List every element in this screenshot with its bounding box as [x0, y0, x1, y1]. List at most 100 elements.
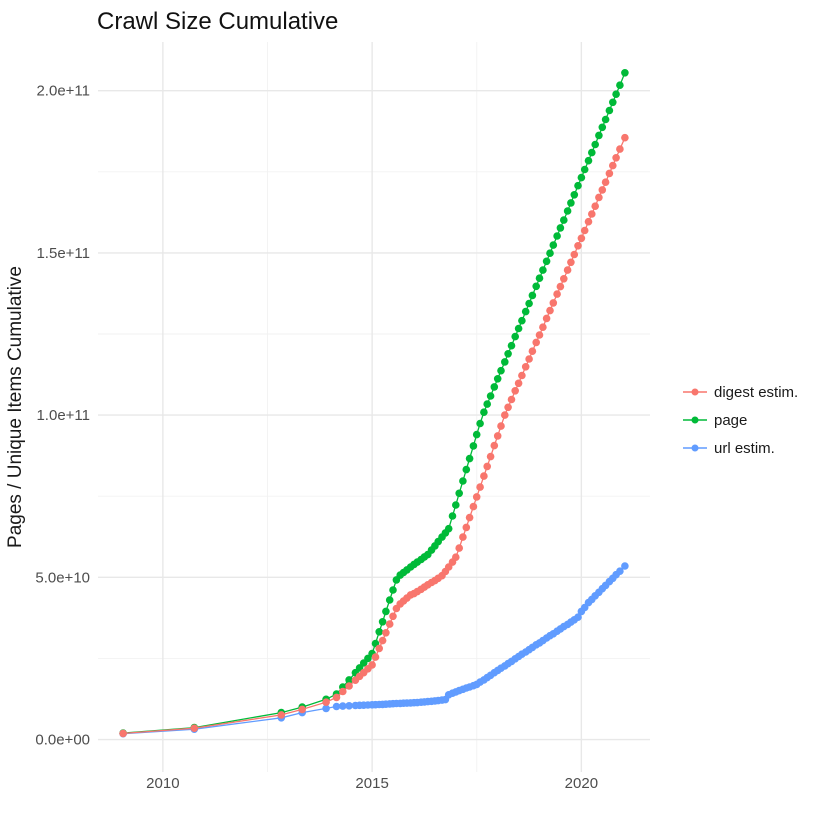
axis-tick-labels: 0.0e+00 5.0e+10 1.0e+11 1.5e+11 2.0e+11 2010 2… — [35, 83, 598, 792]
data-point-digest-estim — [574, 242, 582, 250]
data-point-page — [455, 489, 464, 498]
data-point-digest-estim — [616, 145, 624, 153]
data-point-digest-estim — [560, 275, 568, 283]
data-point-digest-estim — [539, 323, 547, 332]
data-point-page — [504, 350, 512, 358]
x-tick-label: 2010 — [146, 775, 179, 792]
data-point-page — [465, 454, 474, 463]
data-point-digest-estim — [472, 493, 481, 501]
data-point-page — [486, 392, 495, 400]
data-point-digest-estim — [511, 387, 519, 395]
data-point-page — [580, 165, 589, 174]
data-point-digest-estim — [595, 193, 603, 202]
data-point-page — [521, 307, 530, 316]
data-point-url-estim — [621, 562, 629, 570]
legend-label: page — [714, 412, 747, 429]
data-point-digest-estim — [385, 620, 394, 628]
data-point-page — [546, 249, 554, 257]
data-point-digest-estim — [521, 363, 530, 371]
data-point-digest-estim — [332, 693, 341, 702]
data-point-url-estim — [339, 702, 347, 710]
data-point-digest-estim — [504, 403, 512, 412]
data-point-digest-estim — [339, 687, 347, 696]
legend-item-digest-estim: digest estim. — [683, 384, 798, 401]
data-point-page — [577, 173, 586, 182]
data-point-page — [601, 115, 610, 124]
data-point-page — [469, 442, 478, 450]
y-tick-label: 2.0e+11 — [36, 83, 90, 100]
legend: digest estim. page url estim. — [683, 384, 798, 457]
data-point-page — [448, 512, 457, 520]
data-point-digest-estim — [584, 217, 593, 226]
data-point-digest-estim — [598, 186, 607, 194]
chart-title: Crawl Size Cumulative — [97, 8, 338, 35]
y-axis-title: Pages / Unique Items Cumulative — [5, 266, 26, 548]
data-point-page — [528, 291, 537, 300]
data-point-page — [345, 676, 353, 684]
data-point-digest-estim — [368, 661, 376, 669]
data-point-digest-estim — [609, 161, 617, 170]
series-url-estim — [119, 562, 629, 738]
data-point-page — [574, 181, 582, 190]
data-point-page — [535, 274, 544, 283]
data-point-digest-estim — [298, 705, 307, 714]
data-point-page — [556, 224, 565, 232]
data-point-digest-estim — [577, 234, 586, 243]
data-point-url-estim — [332, 702, 341, 711]
data-point-digest-estim — [605, 169, 614, 178]
data-point-url-estim — [574, 613, 582, 621]
data-point-page — [539, 266, 547, 274]
data-point-digest-estim — [382, 629, 390, 637]
data-point-page — [480, 408, 488, 417]
data-point-digest-estim — [591, 202, 599, 210]
data-point-digest-estim — [469, 502, 478, 511]
data-point-digest-estim — [345, 682, 353, 690]
data-point-digest-estim — [518, 371, 526, 380]
legend-key-point — [691, 416, 699, 424]
data-point-digest-estim — [455, 544, 464, 552]
data-point-page — [553, 232, 561, 240]
data-point-digest-estim — [563, 266, 572, 274]
data-point-digest-estim — [553, 290, 561, 298]
data-point-page — [497, 366, 505, 375]
data-point-digest-estim — [277, 711, 286, 719]
data-point-page — [472, 430, 481, 439]
data-point-digest-estim — [490, 441, 499, 450]
data-point-page — [382, 607, 390, 616]
data-point-page — [501, 358, 509, 366]
data-point-url-estim — [616, 567, 624, 575]
data-point-digest-estim — [497, 422, 505, 430]
data-point-url-estim — [345, 702, 353, 710]
data-point-page — [605, 106, 614, 115]
data-point-digest-estim — [375, 644, 384, 653]
data-point-page — [385, 596, 394, 604]
data-point-page — [609, 98, 617, 107]
data-point-page — [459, 477, 467, 485]
data-point-page — [518, 316, 526, 325]
legend-label: url estim. — [714, 440, 775, 457]
data-point-page — [490, 383, 499, 391]
data-point-page — [591, 140, 599, 149]
data-point-digest-estim — [601, 178, 610, 186]
data-point-digest-estim — [119, 729, 127, 738]
data-point-digest-estim — [486, 452, 495, 461]
data-point-digest-estim — [322, 698, 330, 706]
data-point-page — [584, 156, 593, 165]
x-tick-label: 2020 — [565, 775, 598, 792]
y-tick-label: 1.5e+11 — [36, 245, 90, 262]
y-tick-label: 1.0e+11 — [36, 407, 90, 424]
data-point-digest-estim — [535, 331, 544, 339]
data-point-page — [549, 241, 558, 249]
data-point-digest-estim — [483, 462, 492, 471]
data-point-page — [389, 586, 397, 594]
data-point-digest-estim — [549, 299, 558, 307]
series-digest-estim — [119, 133, 629, 738]
data-point-digest-estim — [462, 523, 471, 532]
data-point-page — [598, 123, 607, 132]
data-point-digest-estim — [507, 395, 516, 404]
data-point-digest-estim — [465, 513, 474, 522]
data-point-page — [570, 191, 579, 199]
data-point-digest-estim — [389, 612, 397, 621]
